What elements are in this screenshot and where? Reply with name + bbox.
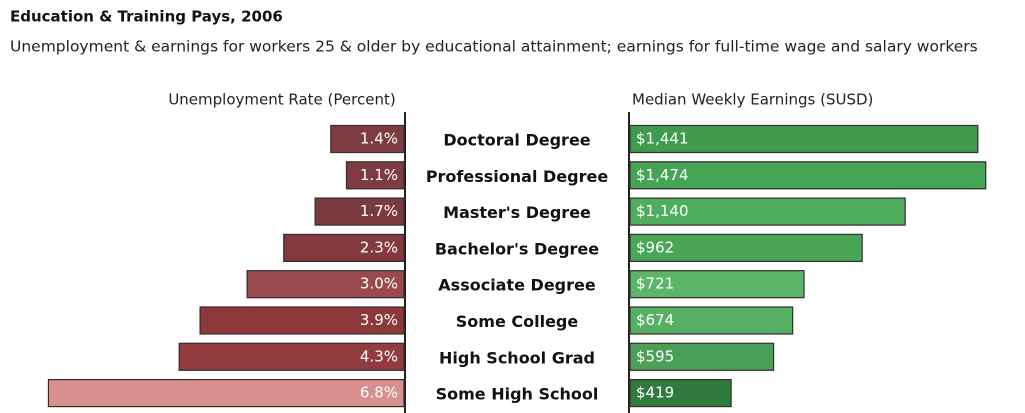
value-label: $721	[636, 275, 674, 293]
category-label: Master's Degree	[443, 203, 591, 222]
value-label: 1.4%	[360, 130, 398, 148]
value-label: $962	[636, 238, 674, 256]
category-label: Doctoral Degree	[443, 131, 590, 150]
value-label: 3.9%	[360, 311, 398, 329]
category-label: Bachelor's Degree	[435, 239, 599, 258]
x-axis-label: Unemployment Rate (Percent)	[168, 91, 395, 109]
category-label: High School Grad	[439, 348, 595, 367]
value-label: 6.8%	[360, 384, 398, 402]
value-label: 2.3%	[360, 238, 398, 256]
value-label: $419	[636, 384, 674, 402]
category-label: Professional Degree	[426, 167, 609, 186]
value-label: 3.0%	[360, 275, 398, 293]
chart: Education & Training Pays, 2006 Unemploy…	[0, 0, 1025, 413]
value-label: 1.1%	[360, 166, 398, 184]
value-label: $1,474	[636, 166, 689, 184]
value-label: 4.3%	[360, 347, 398, 365]
value-label: $674	[636, 311, 674, 329]
bar	[48, 380, 404, 407]
category-label: Some College	[456, 312, 579, 331]
chart-subtitle: Unemployment & earnings for workers 25 &…	[10, 38, 978, 56]
value-label: $1,441	[636, 130, 689, 148]
x-axis-label: Median Weekly Earnings (SUSD)	[632, 91, 873, 109]
category-label: Associate Degree	[438, 276, 596, 295]
category-label: Some High School	[436, 385, 599, 404]
chart-title: Education & Training Pays, 2006	[10, 8, 283, 26]
value-label: $1,140	[636, 202, 689, 220]
value-label: 1.7%	[360, 202, 398, 220]
value-label: $595	[636, 347, 674, 365]
